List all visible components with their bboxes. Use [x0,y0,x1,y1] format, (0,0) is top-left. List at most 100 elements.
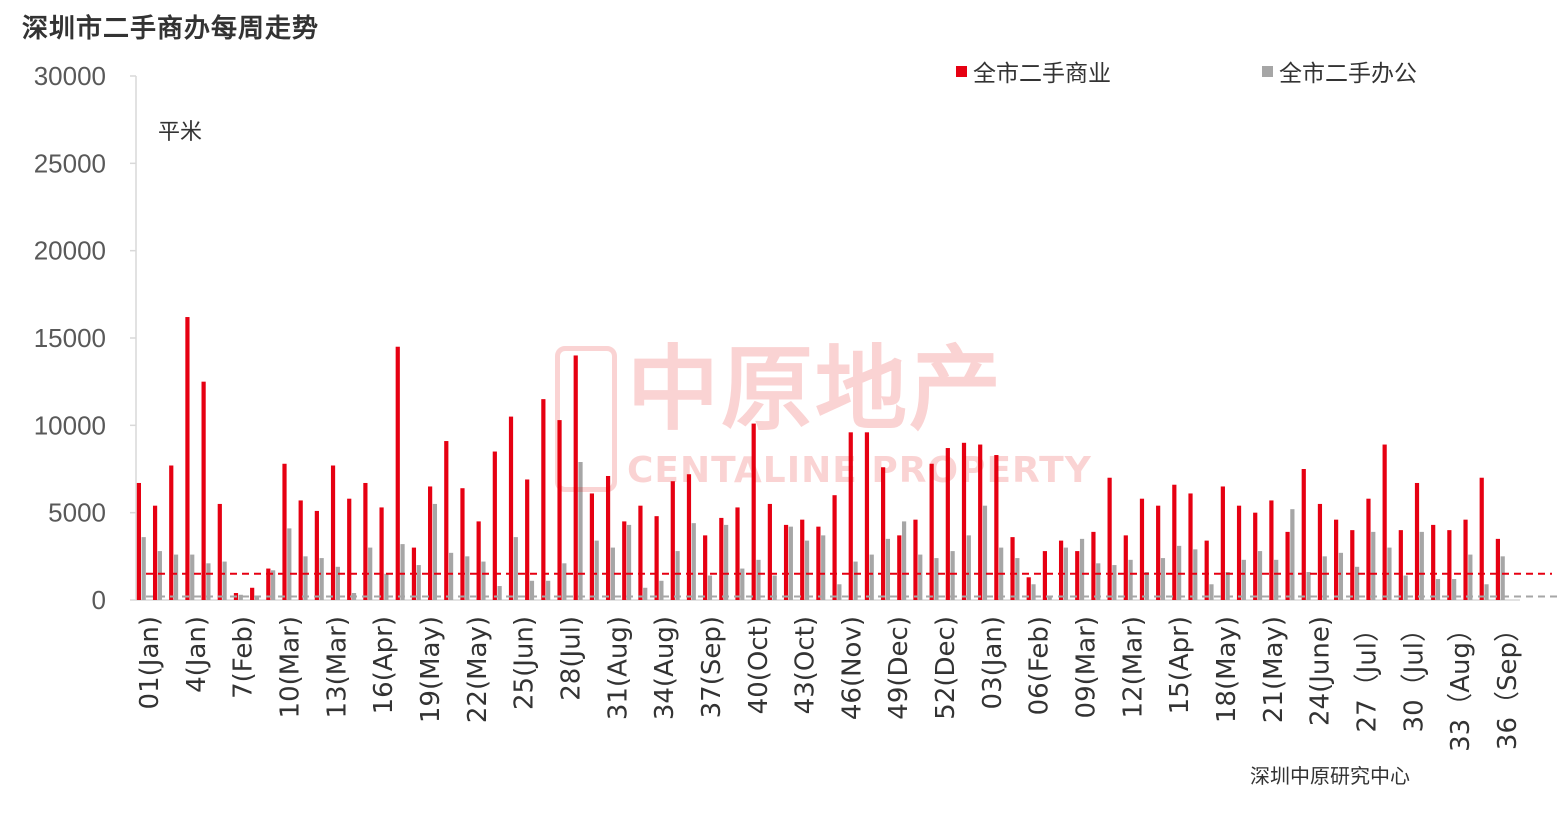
bar-commercial [848,432,853,600]
bar-office [1047,596,1052,600]
bar-commercial [1479,477,1484,600]
bar-commercial [1075,551,1080,600]
bar-office [384,573,389,600]
bar-commercial [266,568,271,600]
bar-commercial [881,467,886,600]
x-tick-label: 31(Aug) [603,616,633,720]
bar-commercial [492,451,497,600]
bar-office [497,586,502,600]
bar-office [513,537,518,600]
bar-office [157,551,162,600]
bar-commercial [573,355,578,600]
bar-office [707,575,713,600]
bar-office [173,554,179,600]
x-tick-label: 37(Sep) [697,616,727,718]
bar-commercial [945,448,950,600]
bar-commercial [670,481,675,600]
bar-office [934,558,939,600]
bar-office [190,554,195,600]
x-tick-label: 12(Mar) [1118,616,1148,718]
bar-office [448,552,454,600]
bar-commercial [1447,530,1452,600]
bar-commercial [1026,577,1031,600]
bar-commercial [1010,537,1015,600]
bar-office [1225,572,1230,600]
bar-commercial [314,510,319,600]
bar-office [594,540,599,600]
bar-office [1371,531,1376,600]
bar-office [303,556,308,600]
bar-office [821,535,826,600]
x-tick-labels-group: 01(Jan) 4(Jan) 7(Feb) 10(Mar) 13(Mar) 16(Apr)… [135,616,1523,752]
x-tick-label: 30（Jul） [1399,616,1429,732]
bar-commercial [508,416,514,600]
x-tick-label: 10(Mar) [275,616,305,718]
bar-commercial [1172,484,1177,600]
bar-office [1419,531,1424,600]
bar-commercial [832,495,837,600]
bar-office [1209,584,1214,600]
bar-office [610,547,615,600]
bar-office [254,596,260,600]
bar-commercial [1253,512,1258,600]
y-axis-group: 0 5000 10000 15000 20000 25000 30000 [34,61,1520,615]
y-tick-label: 20000 [34,236,106,266]
bar-office [659,580,664,600]
bar-commercial [444,441,449,600]
bar-commercial [1414,482,1420,600]
x-tick-label: 46(Nov) [837,616,867,720]
y-tick-label: 5000 [48,498,106,528]
bar-office [772,575,777,600]
bar-office [837,584,842,600]
bar-commercial [1301,469,1306,600]
x-tick-label: 01(Jan) [135,616,165,709]
x-tick-label: 28(Jul) [556,616,586,701]
x-tick-label: 43(Oct) [791,616,821,714]
x-tick-label: 34(Aug) [650,616,680,720]
bar-office [465,556,470,600]
bar-office [788,526,793,600]
bar-office [206,563,211,600]
x-tick-label: 21(May) [1259,616,1289,723]
bar-office [950,551,955,600]
bar-office [1354,566,1360,600]
bar-commercial [735,507,740,600]
x-tick-label: 52(Dec) [931,616,961,720]
x-tick-label: 40(Oct) [744,616,774,714]
y-tick-label: 10000 [34,410,106,440]
x-tick-label: 4(Jan) [182,616,212,693]
bar-office [675,551,680,600]
bar-office [481,561,486,600]
bar-commercial [605,475,611,600]
bar-commercial [1463,519,1468,600]
bar-commercial [395,346,400,600]
x-tick-label: 09(Mar) [1072,616,1102,718]
y-tick-label: 15000 [34,323,106,353]
bar-commercial [638,505,643,600]
x-tick-label: 13(Mar) [322,616,352,718]
bar-office [141,537,146,600]
bar-office [966,535,971,600]
x-tick-label: 27（Jul） [1353,616,1383,732]
bar-office [432,503,438,600]
bar-commercial [719,517,724,600]
bar-office [869,554,874,600]
bar-office [1015,558,1020,600]
bar-office [1128,559,1133,600]
bar-office [1387,547,1392,600]
bar-office [319,558,324,600]
bar-commercial [622,521,627,600]
bar-commercial [476,521,481,600]
bar-commercial [1123,535,1128,600]
bar-office [1435,579,1441,600]
bar-office [529,580,535,600]
reference-lines-group [146,572,1560,598]
y-tick-label: 30000 [34,61,106,91]
bar-commercial [654,516,659,600]
bar-commercial [152,505,158,600]
bar-commercial [136,482,141,600]
bar-commercial [347,498,352,600]
bar-office [1112,565,1117,600]
bar-office [546,580,551,600]
chart-title: 深圳市二手商办每周走势 [22,14,320,44]
